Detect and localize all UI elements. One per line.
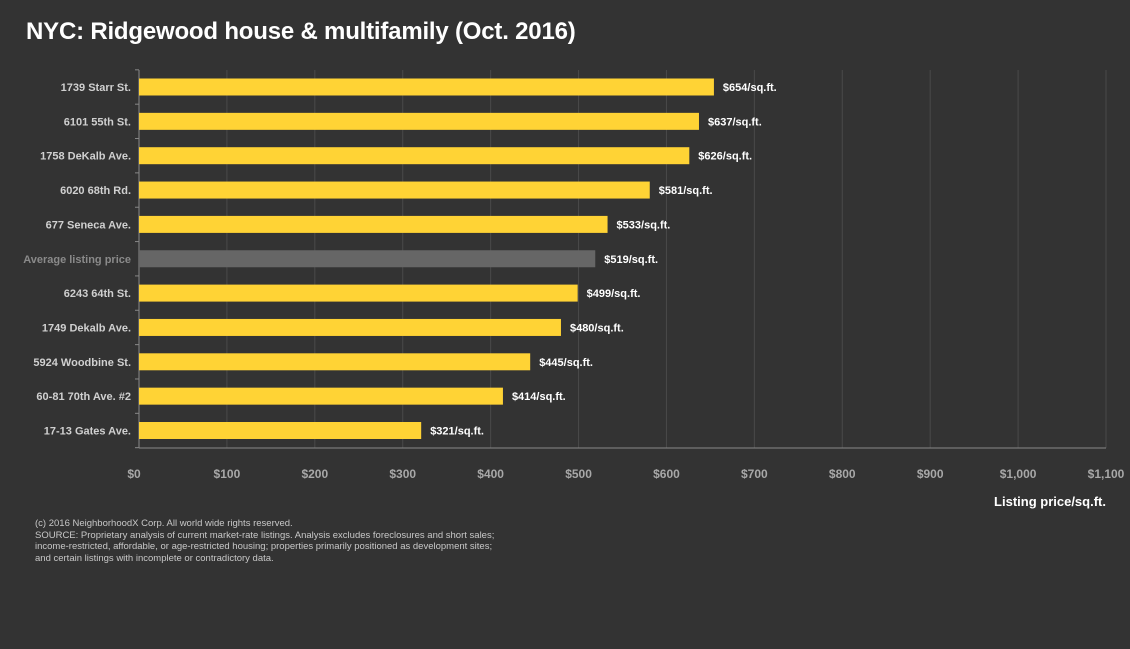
value-label: $654/sq.ft. — [723, 82, 777, 94]
category-label: 677 Seneca Ave. — [46, 219, 131, 231]
footer-copyright: (c) 2016 NeighborhoodX Corp. All world w… — [35, 518, 293, 529]
bar — [139, 181, 650, 199]
category-label: 6101 55th St. — [64, 116, 131, 128]
x-tick-label: $800 — [829, 467, 856, 481]
value-label: $499/sq.ft. — [587, 288, 641, 300]
bar — [139, 318, 561, 336]
x-tick-label: $0 — [127, 467, 141, 481]
x-tick-label: $300 — [389, 467, 416, 481]
value-label: $321/sq.ft. — [430, 426, 484, 438]
bar — [139, 387, 503, 405]
x-tick-label: $900 — [917, 467, 944, 481]
category-label: 5924 Woodbine St. — [33, 357, 131, 369]
category-label: Average listing price — [23, 254, 131, 266]
bar — [139, 353, 531, 371]
bar — [139, 215, 608, 233]
value-label: $533/sq.ft. — [617, 219, 671, 231]
category-label: 17-13 Gates Ave. — [44, 426, 131, 438]
category-label: 6020 68th Rd. — [60, 185, 131, 197]
value-label: $480/sq.ft. — [570, 322, 624, 334]
value-label: $581/sq.ft. — [659, 185, 713, 197]
x-tick-label: $1,000 — [1000, 467, 1037, 481]
bar — [139, 112, 699, 130]
x-tick-label: $1,100 — [1088, 467, 1125, 481]
x-tick-label: $500 — [565, 467, 592, 481]
category-label: 1739 Starr St. — [61, 82, 131, 94]
x-tick-label: $400 — [477, 467, 504, 481]
category-label: 1749 Dekalb Ave. — [42, 322, 131, 334]
value-label: $637/sq.ft. — [708, 116, 762, 128]
bar — [139, 147, 690, 165]
bar — [139, 422, 422, 439]
category-label: 60-81 70th Ave. #2 — [36, 391, 131, 403]
bar — [139, 250, 596, 268]
bar — [139, 78, 714, 96]
x-tick-label: $600 — [653, 467, 680, 481]
category-label: 6243 64th St. — [64, 288, 131, 300]
value-label: $445/sq.ft. — [539, 357, 593, 369]
x-tick-label: $200 — [301, 467, 328, 481]
category-label: 1758 DeKalb Ave. — [40, 151, 131, 163]
x-tick-label: $700 — [741, 467, 768, 481]
x-axis-label: Listing price/sq.ft. — [994, 494, 1106, 509]
x-tick-label: $100 — [214, 467, 241, 481]
footer-source-line-2: income-restricted, affordable, or age-re… — [35, 541, 493, 552]
chart-title: NYC: Ridgewood house & multifamily (Oct.… — [26, 18, 576, 45]
footer-source-line-3: and certain listings with incomplete or … — [35, 552, 274, 564]
footer-notes: (c) 2016 NeighborhoodX Corp. All world w… — [35, 518, 494, 564]
value-label: $414/sq.ft. — [512, 391, 566, 403]
footer-source-line-1: SOURCE: Proprietary analysis of current … — [35, 529, 495, 541]
bar — [139, 284, 578, 302]
value-label: $519/sq.ft. — [604, 254, 658, 266]
value-label: $626/sq.ft. — [698, 151, 752, 163]
